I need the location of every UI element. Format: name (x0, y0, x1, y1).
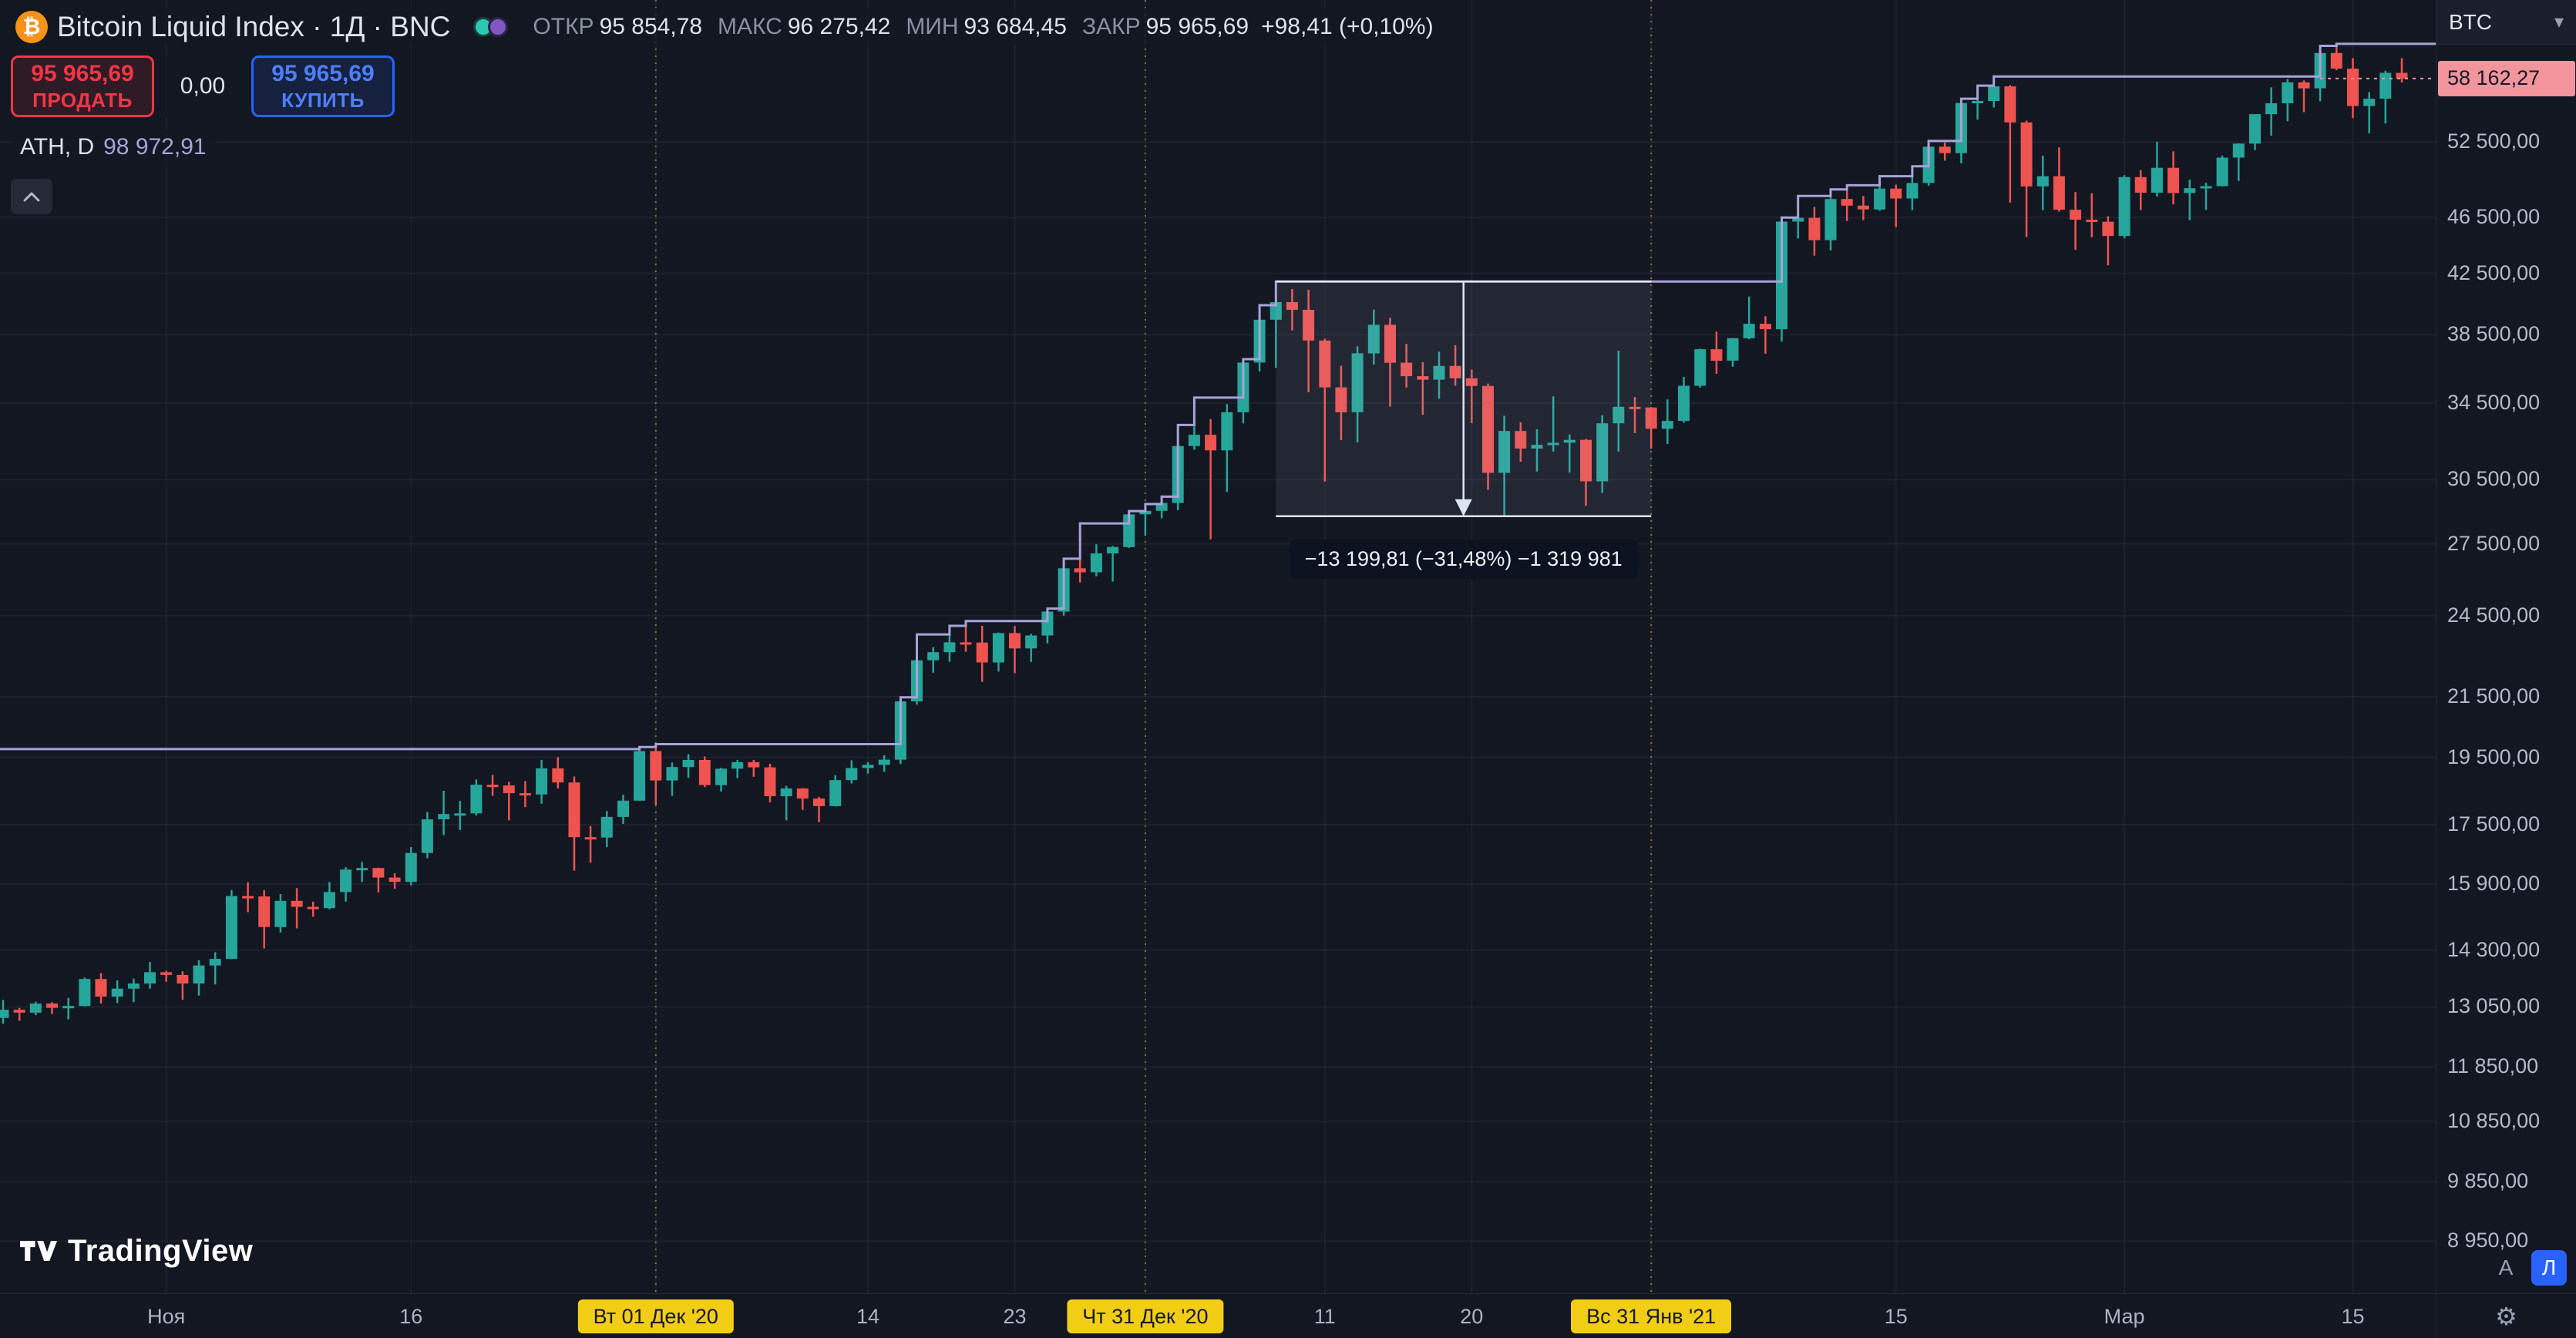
ath-indicator-value: 98 972,91 (103, 134, 207, 160)
time-axis-label: 14 (856, 1304, 880, 1328)
status-icons (473, 17, 509, 37)
price-axis-label: 30 500,00 (2447, 467, 2541, 491)
time-axis-label: Ноя (147, 1304, 186, 1328)
measurement-label: −13 199,81 (−31,48%) −1 319 981 (1289, 539, 1638, 579)
price-axis-label: 27 500,00 (2447, 531, 2541, 555)
time-axis-label: 15 (2341, 1304, 2365, 1328)
spread-value: 0,00 (162, 55, 244, 117)
gear-icon[interactable]: ⚙ (2495, 1303, 2517, 1330)
change-value: +98,41 (+0,10%) (1261, 14, 1434, 39)
low-label: МИН (906, 14, 959, 39)
open-label: ОТКР (533, 14, 594, 39)
close-label: ЗАКР (1082, 14, 1141, 39)
scale-buttons: А Л (2488, 1250, 2567, 1286)
trade-panel: 95 965,69 ПРОДАТЬ 0,00 95 965,69 КУПИТЬ (11, 55, 1446, 117)
time-axis-label: 23 (1003, 1304, 1027, 1328)
price-axis-label: 17 500,00 (2447, 812, 2541, 835)
price-axis-label: 38 500,00 (2447, 322, 2541, 346)
price-axis-label: 34 500,00 (2447, 390, 2541, 414)
axis-settings-cell: ⚙ (2436, 1294, 2576, 1338)
time-axis-label: 16 (399, 1304, 423, 1328)
tradingview-logo-icon (20, 1241, 57, 1261)
time-axis-date-tag: Вс 31 Янв '21 (1571, 1299, 1732, 1333)
chart-area[interactable]: ₿ Bitcoin Liquid Index · 1Д · BNC ОТКР 9… (0, 0, 2436, 1293)
price-axis-label: 10 850,00 (2447, 1109, 2541, 1133)
time-axis-label: 11 (1313, 1304, 1336, 1328)
low-value: 93 684,45 (963, 14, 1067, 39)
symbol-title-pill[interactable]: ₿ Bitcoin Liquid Index · 1Д · BNC (11, 8, 462, 46)
symbol-row: ₿ Bitcoin Liquid Index · 1Д · BNC ОТКР 9… (11, 8, 1446, 46)
price-axis-label: 15 900,00 (2447, 872, 2541, 896)
price-axis-label: 21 500,00 (2447, 684, 2541, 708)
chevron-up-icon (23, 192, 40, 202)
high-value: 96 275,42 (787, 14, 891, 39)
time-axis-label: 15 (1884, 1304, 1908, 1328)
price-axis-label: 24 500,00 (2447, 603, 2541, 627)
price-chart-canvas[interactable] (0, 0, 2436, 1293)
symbol-title[interactable]: Bitcoin Liquid Index · 1Д · BNC (57, 11, 451, 42)
price-axis-labels: 52 500,00 46 500,00 42 500,00 38 500,00 34 5… (2436, 0, 2576, 1293)
high-label: МАКС (718, 14, 782, 39)
close-value: 95 965,69 (1145, 14, 1249, 39)
buy-button[interactable]: 95 965,69 КУПИТЬ (251, 55, 395, 117)
price-axis-label: 46 500,00 (2447, 205, 2541, 229)
chart-legend: ₿ Bitcoin Liquid Index · 1Д · BNC ОТКР 9… (11, 8, 1446, 214)
price-axis-label: 42 500,00 (2447, 261, 2541, 284)
price-axis-label: 8 950,00 (2447, 1229, 2529, 1252)
open-value: 95 854,78 (599, 14, 703, 39)
ath-indicator-row[interactable]: ATH, D 98 972,91 (11, 129, 216, 165)
buy-label: КУПИТЬ (281, 88, 365, 112)
sell-price: 95 965,69 (31, 60, 134, 86)
sell-button[interactable]: 95 965,69 ПРОДАТЬ (11, 55, 154, 117)
watermark-text: TradingView (68, 1234, 254, 1268)
auto-scale-button[interactable]: А (2488, 1250, 2524, 1286)
current-price-tag: 58 162,27 (2438, 60, 2575, 96)
collapse-legend-button[interactable] (11, 179, 52, 214)
chevron-down-icon: ▾ (2554, 12, 2564, 32)
log-scale-button[interactable]: Л (2531, 1250, 2567, 1286)
price-axis[interactable]: BTC ▾ 52 500,00 46 500,00 42 500,00 38 500,… (2436, 0, 2576, 1293)
price-axis-label: 13 050,00 (2447, 994, 2541, 1018)
time-axis[interactable]: Ноя 16 Вт 01 Дек '20 14 23 Чт 31 Дек '20 11 20 В… (0, 1293, 2576, 1338)
ath-indicator-name: ATH, D (20, 134, 95, 160)
price-axis-label: 52 500,00 (2447, 129, 2541, 153)
buy-price: 95 965,69 (271, 60, 375, 86)
price-axis-label: 9 850,00 (2447, 1169, 2529, 1193)
tradingview-watermark: TradingView (20, 1234, 253, 1269)
price-axis-label: 19 500,00 (2447, 745, 2541, 768)
ohlc-strip: ОТКР 95 854,78 МАКС 96 275,42 МИН 93 684… (520, 8, 1446, 46)
time-axis-date-tag: Вт 01 Дек '20 (577, 1299, 734, 1333)
time-axis-label: 20 (1460, 1304, 1484, 1328)
price-axis-label: 14 300,00 (2447, 937, 2541, 961)
currency-selector[interactable]: BTC ▾ (2436, 0, 2576, 45)
time-axis-label: Мар (2104, 1304, 2145, 1328)
currency-label: BTC (2449, 9, 2492, 34)
time-axis-date-tag: Чт 31 Дек '20 (1067, 1299, 1224, 1333)
bitcoin-glyph: ₿ (22, 15, 41, 39)
price-axis-label: 11 850,00 (2447, 1054, 2539, 1078)
provider-badge-icon (488, 17, 509, 37)
sell-label: ПРОДАТЬ (32, 88, 133, 112)
bitcoin-icon: ₿ (15, 11, 48, 43)
time-axis-labels: Ноя 16 Вт 01 Дек '20 14 23 Чт 31 Дек '20 11 20 В… (0, 1294, 2436, 1338)
